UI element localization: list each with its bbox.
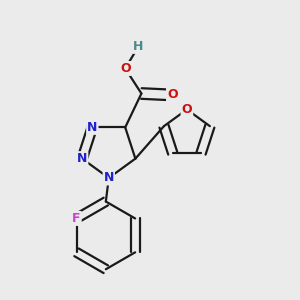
Text: H: H: [133, 40, 144, 53]
Text: O: O: [182, 103, 192, 116]
Text: O: O: [120, 62, 130, 75]
Text: N: N: [87, 121, 98, 134]
Text: N: N: [103, 172, 114, 184]
Text: N: N: [77, 152, 87, 165]
Text: F: F: [72, 212, 81, 225]
Text: O: O: [167, 88, 178, 101]
